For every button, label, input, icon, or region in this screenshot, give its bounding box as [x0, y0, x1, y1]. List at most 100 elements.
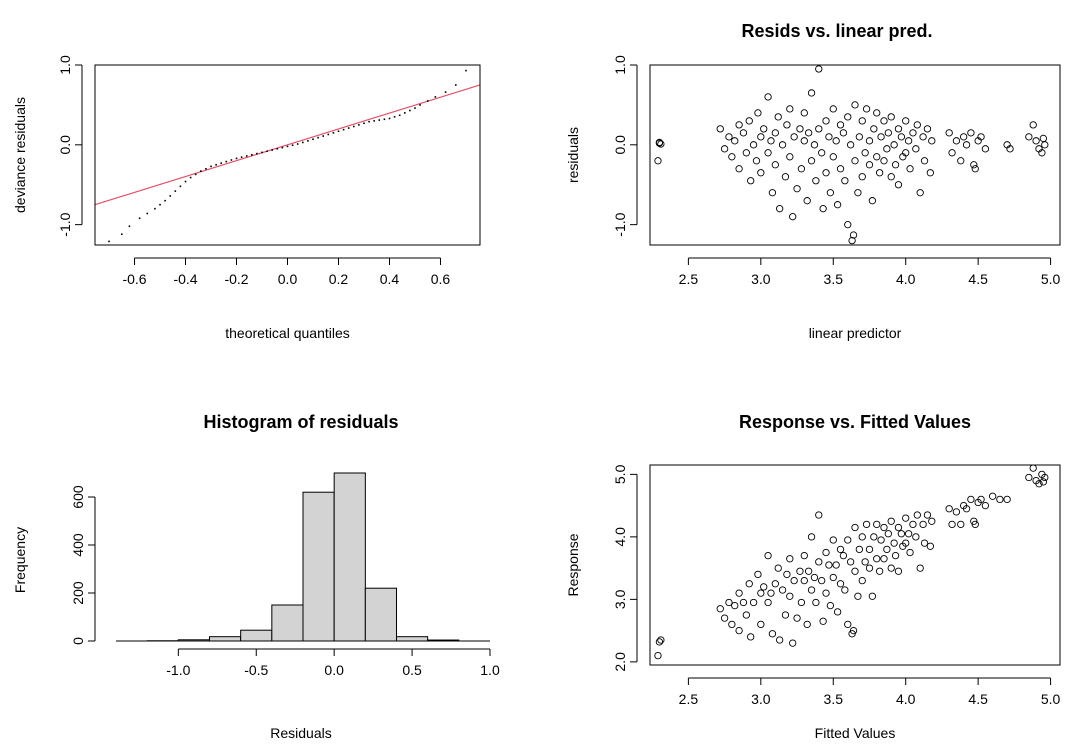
- qq-point: [388, 117, 391, 120]
- resid-vs-pred-point: [1032, 137, 1040, 145]
- resp-vs-fitted-point: [981, 501, 990, 510]
- resid-vs-pred-point: [804, 129, 813, 137]
- qq-point: [235, 157, 238, 160]
- resp-vs-fitted-point: [945, 505, 953, 513]
- qq-point: [169, 195, 172, 197]
- resp-vs-fitted-y-tick-label: 5.0: [612, 464, 628, 484]
- resid-vs-pred-point: [786, 153, 794, 161]
- resid-vs-pred-frame: [649, 64, 1061, 246]
- qq-point: [403, 112, 406, 114]
- resp-vs-fitted-point: [832, 561, 840, 569]
- resid-vs-pred-point: [832, 137, 840, 145]
- resp-vs-fitted-point: [1035, 480, 1043, 488]
- qq-point: [159, 203, 161, 206]
- resp-vs-fitted-point: [926, 542, 934, 550]
- resp-vs-fitted-point: [957, 520, 965, 529]
- resp-vs-fitted-point: [849, 626, 858, 635]
- qq-point: [154, 207, 156, 210]
- resp-vs-fitted-point: [825, 561, 833, 569]
- qq-point: [419, 104, 421, 106]
- resp-vs-fitted-point: [854, 592, 862, 600]
- resid-vs-pred-point: [797, 165, 806, 173]
- resp-vs-fitted-x-tick-label: 5.0: [1041, 691, 1061, 707]
- resp-vs-fitted-point: [822, 589, 830, 597]
- resid-vs-pred-point: [891, 161, 900, 169]
- resid-vs-pred-point: [873, 153, 881, 161]
- resp-vs-fitted-point: [865, 564, 874, 572]
- resid-vs-pred-point: [880, 157, 888, 165]
- resid-vs-pred-point: [836, 121, 845, 129]
- resid-vs-pred-x-tick-label: 3.5: [824, 271, 844, 287]
- resid-vs-pred-point: [789, 213, 797, 221]
- resp-vs-fitted-point: [783, 570, 791, 579]
- resid-vs-pred-point: [912, 145, 920, 153]
- resp-vs-fitted-point: [996, 495, 1004, 504]
- resid-vs-pred-x-tick-label: 2.5: [679, 271, 699, 287]
- resid-vs-pred-point: [778, 141, 787, 149]
- resp-vs-fitted-point: [920, 539, 929, 547]
- qq-point: [230, 159, 233, 161]
- qq-point: [189, 176, 192, 179]
- resid-vs-pred-point: [771, 129, 779, 137]
- resp-vs-fitted-point: [790, 576, 798, 585]
- resp-vs-fitted-point: [880, 523, 888, 532]
- qq-x-tick-label: 0.2: [329, 271, 349, 287]
- resid-vs-pred-point: [836, 165, 845, 173]
- resp-vs-fitted-title: Response vs. Fitted Values: [739, 412, 971, 432]
- histogram-bar: [396, 636, 429, 642]
- resp-vs-fitted-point: [890, 539, 898, 547]
- resid-vs-pred-x-label: linear predictor: [809, 325, 902, 341]
- qq-x-tick-label: -0.2: [224, 271, 248, 287]
- histogram-bar: [209, 636, 242, 642]
- qq-point: [179, 185, 182, 188]
- resid-vs-pred-point: [654, 157, 662, 165]
- resid-vs-pred-x-tick-label: 3.0: [751, 271, 771, 287]
- hist-x-tick-label: -0.5: [244, 662, 268, 678]
- resid-vs-pred-point: [1038, 149, 1046, 157]
- qq-point: [215, 163, 217, 166]
- resp-vs-fitted-x-tick-label: 3.0: [751, 691, 771, 707]
- resid-vs-pred-point: [783, 121, 791, 129]
- resid-vs-pred-point: [960, 133, 968, 141]
- resp-vs-fitted-point: [818, 576, 826, 585]
- resp-vs-fitted-point: [789, 639, 797, 647]
- resid-vs-pred-point: [981, 145, 990, 153]
- resid-vs-pred-point: [833, 201, 842, 209]
- resp-vs-fitted-point: [797, 598, 806, 607]
- resp-vs-fitted-point: [767, 589, 775, 597]
- resid-vs-pred-point: [877, 133, 885, 141]
- resid-vs-pred-y-tick-label: -1.0: [612, 212, 628, 236]
- resid-vs-pred-point: [957, 157, 965, 165]
- resp-vs-fitted-point: [967, 495, 975, 504]
- resid-vs-pred-point: [764, 149, 772, 157]
- resid-vs-pred-point: [825, 133, 833, 141]
- resid-vs-pred-point: [873, 109, 881, 117]
- resid-vs-pred-x-tick-label: 4.5: [968, 271, 988, 287]
- resid-vs-pred-point: [887, 173, 895, 181]
- resid-vs-pred-point: [781, 173, 790, 181]
- histogram-bar: [271, 604, 304, 642]
- resp-vs-fitted-point: [747, 633, 755, 641]
- qq-point: [174, 190, 177, 192]
- qq-x-tick-label: 0.0: [278, 271, 298, 287]
- histogram-x-label: Residuals: [270, 725, 331, 741]
- resp-vs-fitted-point: [739, 598, 748, 607]
- qq-point: [220, 162, 223, 164]
- qq-point: [327, 133, 330, 136]
- resid-vs-pred-point: [657, 140, 665, 148]
- resid-vs-pred-point: [819, 205, 827, 213]
- resp-vs-fitted-point: [923, 511, 932, 519]
- resid-vs-pred-point: [962, 141, 971, 149]
- resp-vs-fitted-point: [894, 567, 903, 575]
- resp-vs-fitted-x-tick-label: 2.5: [679, 691, 699, 707]
- resid-vs-pred-point: [735, 121, 743, 129]
- resp-vs-fitted-point: [764, 598, 772, 607]
- resp-vs-fitted-point: [870, 533, 878, 541]
- resid-vs-pred-point: [887, 113, 895, 121]
- resp-vs-fitted-point: [880, 555, 888, 563]
- qq-point: [205, 167, 207, 170]
- resid-vs-pred-point: [880, 117, 888, 125]
- resid-vs-pred-point: [844, 113, 852, 121]
- resid-vs-pred-point: [970, 161, 978, 169]
- resid-vs-pred-point: [754, 109, 762, 117]
